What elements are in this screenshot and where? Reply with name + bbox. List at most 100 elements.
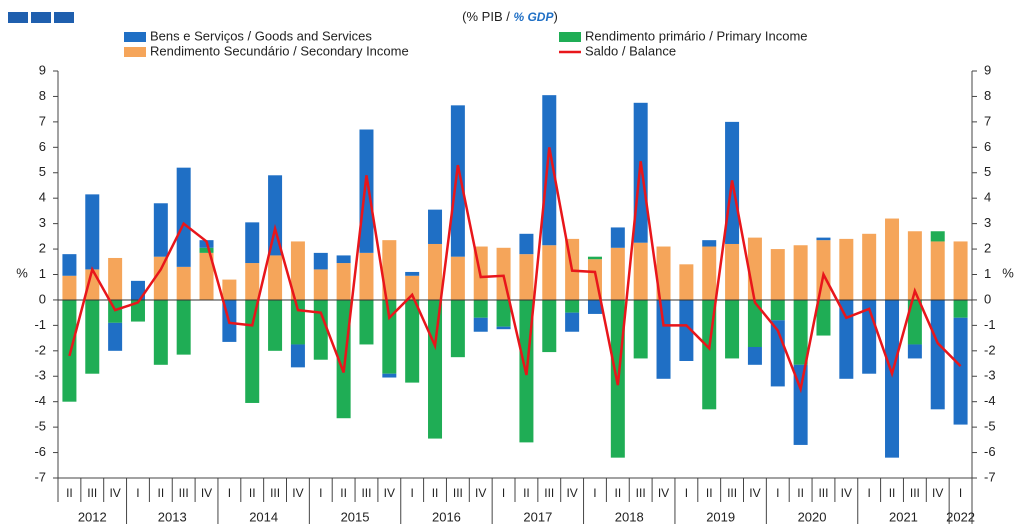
x-tick-label: II bbox=[340, 486, 347, 500]
y-tick-label: -1 bbox=[34, 317, 46, 332]
y2-tick-label: -4 bbox=[984, 393, 996, 408]
bar bbox=[656, 246, 671, 300]
bar bbox=[907, 231, 922, 300]
bar bbox=[359, 299, 374, 345]
y-tick-label: 5 bbox=[39, 164, 46, 179]
x-tick-label: I bbox=[228, 486, 231, 500]
x-tick-label: II bbox=[66, 486, 73, 500]
logo bbox=[8, 12, 28, 23]
y-axis-label: % bbox=[16, 265, 28, 280]
bar bbox=[542, 299, 557, 353]
y2-tick-label: 6 bbox=[984, 139, 991, 154]
x-tick-label: III bbox=[87, 486, 97, 500]
x-tick-label: IV bbox=[841, 486, 852, 500]
bar bbox=[176, 299, 191, 355]
y2-tick-label: -6 bbox=[984, 444, 996, 459]
bar bbox=[62, 275, 77, 300]
bar bbox=[679, 299, 694, 361]
bar bbox=[587, 256, 602, 260]
bar bbox=[382, 373, 397, 378]
bar bbox=[702, 240, 717, 247]
bar bbox=[725, 299, 740, 359]
logo bbox=[54, 12, 74, 23]
bar bbox=[176, 266, 191, 300]
y-tick-label: -3 bbox=[34, 368, 46, 383]
legend-swatch bbox=[124, 47, 146, 57]
x-tick-label: I bbox=[319, 486, 322, 500]
subtitle-part: % GDP bbox=[513, 10, 554, 24]
bar bbox=[702, 246, 717, 300]
bar bbox=[313, 299, 328, 360]
bar bbox=[245, 222, 260, 264]
bar bbox=[428, 299, 443, 439]
y-tick-label: -6 bbox=[34, 444, 46, 459]
y2-tick-label: 5 bbox=[984, 164, 991, 179]
year-label: 2018 bbox=[615, 509, 644, 524]
bar bbox=[405, 299, 420, 383]
year-label: 2012 bbox=[78, 509, 107, 524]
bar bbox=[565, 312, 580, 332]
subtitle: (% PIB / % GDP) bbox=[462, 9, 558, 24]
x-tick-label: IV bbox=[475, 486, 486, 500]
x-tick-label: II bbox=[523, 486, 530, 500]
x-tick-label: IV bbox=[201, 486, 212, 500]
bar bbox=[885, 218, 900, 300]
x-tick-label: IV bbox=[658, 486, 669, 500]
x-tick-label: IV bbox=[384, 486, 395, 500]
bar bbox=[862, 233, 877, 300]
x-tick-label: IV bbox=[932, 486, 943, 500]
x-tick-label: I bbox=[136, 486, 139, 500]
bar bbox=[953, 241, 968, 300]
bar bbox=[816, 237, 831, 241]
bar bbox=[245, 263, 260, 300]
legend-swatch bbox=[559, 32, 581, 42]
legend-swatch bbox=[124, 32, 146, 42]
subtitle-part: (% PIB / bbox=[462, 9, 513, 24]
bar bbox=[153, 299, 168, 365]
y2-tick-label: 8 bbox=[984, 88, 991, 103]
bar bbox=[907, 299, 922, 345]
bar bbox=[839, 238, 854, 300]
bar bbox=[108, 322, 123, 351]
bar bbox=[839, 299, 854, 379]
year-label: 2016 bbox=[432, 509, 461, 524]
bar bbox=[153, 203, 168, 257]
bar bbox=[268, 175, 283, 256]
x-tick-label: II bbox=[706, 486, 713, 500]
x-tick-label: II bbox=[889, 486, 896, 500]
bar bbox=[930, 231, 945, 242]
y2-tick-label: 9 bbox=[984, 62, 991, 77]
legend-label: Rendimento primário / Primary Income bbox=[585, 28, 808, 43]
bar bbox=[473, 299, 488, 318]
bar bbox=[816, 240, 831, 300]
bar bbox=[907, 344, 922, 359]
x-tick-label: IV bbox=[109, 486, 120, 500]
y-tick-label: 6 bbox=[39, 139, 46, 154]
subtitle-part: ) bbox=[553, 9, 557, 24]
y2-tick-label: -3 bbox=[984, 368, 996, 383]
bar bbox=[610, 247, 625, 300]
y-tick-label: 2 bbox=[39, 241, 46, 256]
y2-tick-label: -7 bbox=[984, 469, 996, 484]
x-tick-label: III bbox=[270, 486, 280, 500]
year-label: 2014 bbox=[249, 509, 278, 524]
bar bbox=[747, 346, 762, 365]
bar bbox=[382, 240, 397, 300]
bar bbox=[565, 299, 580, 313]
bar bbox=[770, 299, 785, 321]
x-tick-label: I bbox=[776, 486, 779, 500]
x-tick-label: III bbox=[818, 486, 828, 500]
y2-tick-label: 1 bbox=[984, 266, 991, 281]
bar bbox=[313, 269, 328, 300]
x-tick-label: I bbox=[685, 486, 688, 500]
bar bbox=[130, 280, 145, 300]
x-tick-label: III bbox=[361, 486, 371, 500]
bar bbox=[656, 299, 671, 379]
bar bbox=[679, 264, 694, 300]
bar bbox=[542, 95, 557, 246]
bar bbox=[268, 299, 283, 351]
y-tick-label: -7 bbox=[34, 469, 46, 484]
bar bbox=[222, 279, 237, 300]
y-tick-label: 4 bbox=[39, 190, 46, 205]
bar bbox=[405, 275, 420, 300]
